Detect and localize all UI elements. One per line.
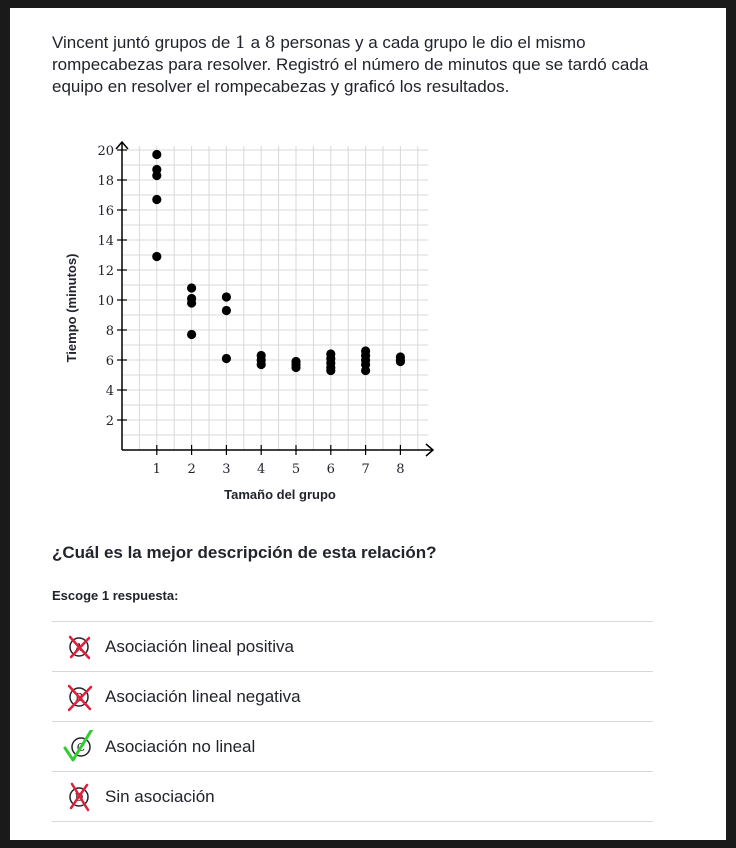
choose-label: Escoge 1 respuesta:	[52, 588, 179, 603]
y-tick-label: 4	[106, 384, 114, 399]
x-axis-arrow-icon	[425, 443, 435, 457]
choice-c-label: Asociación no lineal	[105, 736, 256, 756]
y-tick-label: 14	[97, 234, 114, 249]
x-tick-label: 3	[222, 462, 230, 477]
choice-d-cross-icon[interactable]: D	[62, 780, 96, 814]
question-number-max: 8	[264, 33, 276, 53]
x-tick-label: 4	[257, 462, 265, 477]
y-tick-label: 20	[97, 144, 114, 159]
x-tick-label: 2	[187, 462, 195, 477]
data-point	[187, 283, 197, 293]
choice-a-label: Asociación lineal positiva	[105, 636, 294, 656]
data-point	[221, 353, 231, 364]
y-tick-label: 6	[106, 354, 114, 369]
y-tick-label: 16	[97, 204, 114, 219]
x-tick-label: 6	[327, 462, 335, 477]
question-text: Vincent juntó grupos de 1 a 8 personas y…	[52, 32, 652, 98]
y-tick-label: 2	[106, 414, 114, 429]
question-text-part: personas y a cada grupo le dio el mismo …	[52, 33, 649, 96]
choice-a[interactable]: A Asociación lineal positiva	[52, 622, 653, 672]
data-point	[361, 365, 371, 376]
prompt-question: ¿Cuál es la mejor descripción de esta re…	[52, 543, 437, 562]
question-number-min: 1	[235, 33, 246, 53]
chart-axes	[115, 140, 435, 457]
choice-d-label: Sin asociación	[105, 786, 215, 806]
y-tick-label: 12	[97, 264, 114, 279]
choice-d[interactable]: D Sin asociación	[52, 772, 653, 822]
x-tick-label: 8	[396, 462, 404, 477]
y-axis-label: Tiempo (minutos)	[64, 254, 79, 363]
choice-b[interactable]: B Asociación lineal negativa	[52, 672, 653, 722]
data-point	[291, 362, 301, 373]
data-point	[221, 292, 231, 302]
data-point	[221, 305, 231, 316]
x-tick-label: 1	[153, 462, 161, 477]
data-point	[395, 356, 405, 367]
y-tick-label: 18	[97, 174, 114, 189]
choice-c-check-icon[interactable]: C	[62, 730, 96, 764]
data-point	[152, 149, 162, 160]
data-point	[152, 251, 162, 262]
chart-grid	[122, 146, 429, 450]
exercise-panel: Vincent juntó grupos de 1 a 8 personas y…	[10, 8, 726, 840]
x-axis-label: Tamaño del grupo	[224, 487, 336, 502]
choice-b-label: Asociación lineal negativa	[105, 686, 301, 706]
choice-b-cross-icon[interactable]: B	[62, 680, 96, 714]
y-axis-arrow-icon	[115, 140, 129, 150]
y-axis-ticks: 2 4 6 8 10 12 14 16 18 20	[97, 144, 127, 429]
data-point	[187, 329, 197, 340]
question-text-part: Vincent juntó grupos de	[52, 33, 236, 52]
choice-a-cross-icon[interactable]: A	[62, 630, 96, 664]
x-tick-label: 5	[292, 462, 300, 477]
x-tick-label: 7	[361, 462, 369, 477]
data-point	[256, 359, 266, 370]
data-point	[152, 194, 162, 205]
x-axis-ticks: 1 2 3 4 5 6 7 8	[153, 445, 405, 477]
y-tick-label: 10	[97, 294, 114, 309]
y-tick-label: 8	[106, 324, 114, 339]
answer-choices: A Asociación lineal positiva B Asociació…	[52, 621, 653, 822]
data-point	[152, 170, 162, 181]
data-points	[152, 149, 405, 376]
data-point	[326, 365, 336, 376]
choice-c[interactable]: C Asociación no lineal	[52, 722, 653, 772]
data-point	[187, 298, 197, 308]
question-text-part: a	[245, 33, 265, 52]
